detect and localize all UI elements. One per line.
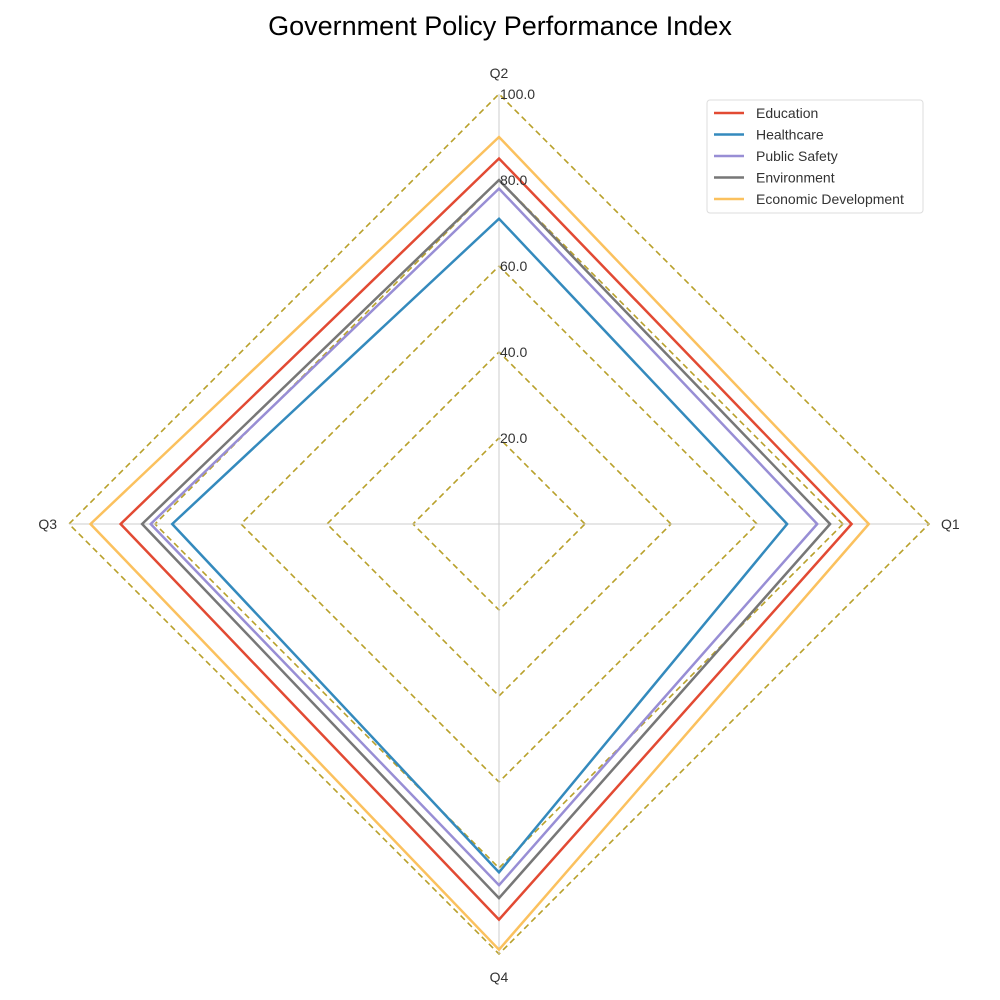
series-line-economic-development bbox=[88, 135, 871, 952]
legend: Education Healthcare Public Safety Environm… bbox=[706, 99, 924, 214]
legend-label-environment: Environment bbox=[756, 170, 835, 186]
series-layer bbox=[88, 135, 871, 952]
legend-label-education: Education bbox=[756, 105, 818, 121]
r-tick-label-40: 40.0 bbox=[500, 344, 527, 360]
grid-ring-40 bbox=[325, 350, 673, 698]
legend-frame bbox=[706, 99, 924, 214]
axis-layer: Q1 Q2 Q3 Q4 bbox=[38, 65, 960, 985]
legend-label-healthcare: Healthcare bbox=[756, 127, 824, 143]
tick-layer: 20.0 40.0 60.0 80.0 100.0 bbox=[500, 86, 535, 446]
grid-ring-100 bbox=[67, 92, 931, 956]
r-tick-label-80: 80.0 bbox=[500, 172, 527, 188]
grid-ring-60 bbox=[239, 264, 759, 784]
legend-label-economic-development: Economic Development bbox=[756, 191, 904, 207]
r-tick-label-20: 20.0 bbox=[500, 430, 527, 446]
axis-label-q3: Q3 bbox=[38, 516, 57, 532]
chart-title: Government Policy Performance Index bbox=[268, 11, 732, 41]
axis-label-q4: Q4 bbox=[490, 969, 509, 985]
series-line-healthcare bbox=[170, 216, 789, 875]
axis-label-q1: Q1 bbox=[941, 516, 960, 532]
legend-label-public-safety: Public Safety bbox=[756, 148, 838, 164]
series-line-education bbox=[118, 156, 854, 922]
r-tick-label-60: 60.0 bbox=[500, 258, 527, 274]
series-line-public-safety bbox=[148, 186, 819, 888]
axis-label-q2: Q2 bbox=[490, 65, 509, 81]
r-tick-label-100: 100.0 bbox=[500, 86, 535, 102]
series-line-environment bbox=[140, 178, 832, 900]
legend-items: Education Healthcare Public Safety Environm… bbox=[714, 105, 904, 207]
